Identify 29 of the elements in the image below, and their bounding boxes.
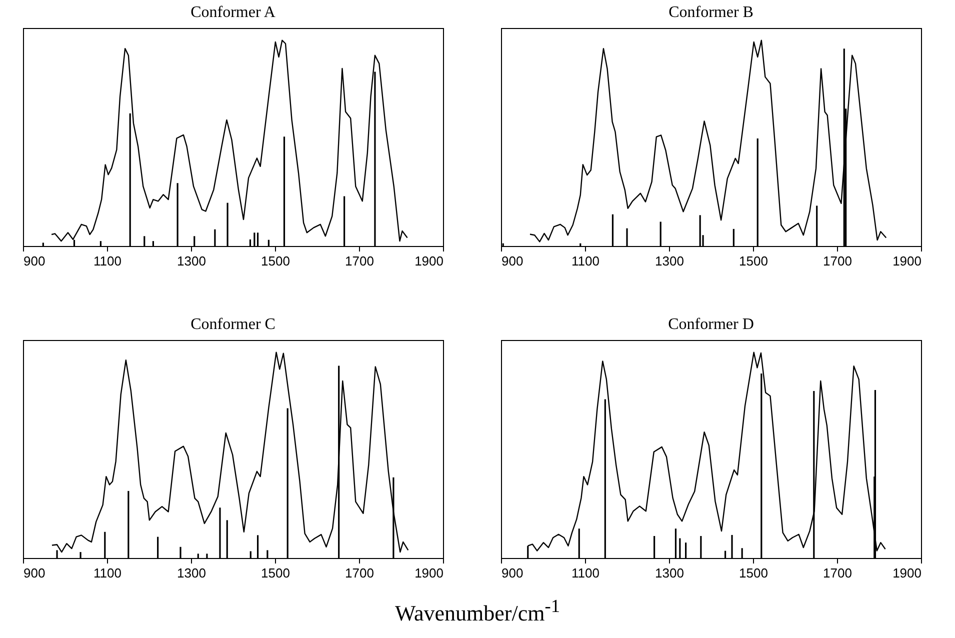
x-tick-label: 1300: [177, 254, 206, 268]
x-tick-label: 900: [502, 566, 524, 580]
x-tick-label: 1100: [572, 566, 600, 580]
chart-title: Conformer B: [668, 4, 754, 21]
x-tick-label: 1100: [94, 566, 122, 580]
x-tick-label: 1500: [261, 254, 290, 268]
x-tick-label: 1100: [572, 254, 600, 268]
x-tick-label: 1700: [823, 566, 852, 580]
x-tick-label: 1900: [892, 254, 922, 268]
x-tick-label: 1500: [739, 566, 768, 580]
chart-title: Conformer A: [190, 4, 276, 21]
chart-title: Conformer D: [668, 316, 754, 333]
x-tick-label: 900: [502, 254, 524, 268]
x-tick-label: 1500: [261, 566, 290, 580]
x-axis-title: Wavenumber/cm$^{-1}$: [394, 596, 561, 626]
x-tick-label: 1300: [177, 566, 206, 580]
x-tick-label: 900: [24, 566, 46, 580]
x-tick-label: 900: [24, 254, 46, 268]
x-tick-label: 1300: [655, 254, 684, 268]
x-tick-label: 1900: [892, 566, 922, 580]
x-tick-label: 1100: [94, 254, 122, 268]
x-tick-label: 1500: [739, 254, 768, 268]
x-tick-label: 1900: [414, 254, 444, 268]
x-tick-label: 1700: [345, 254, 374, 268]
x-tick-label: 1700: [345, 566, 374, 580]
x-tick-label: 1900: [414, 566, 444, 580]
chart-title: Conformer C: [190, 316, 276, 333]
x-tick-label: 1700: [823, 254, 852, 268]
x-tick-label: 1300: [655, 566, 684, 580]
